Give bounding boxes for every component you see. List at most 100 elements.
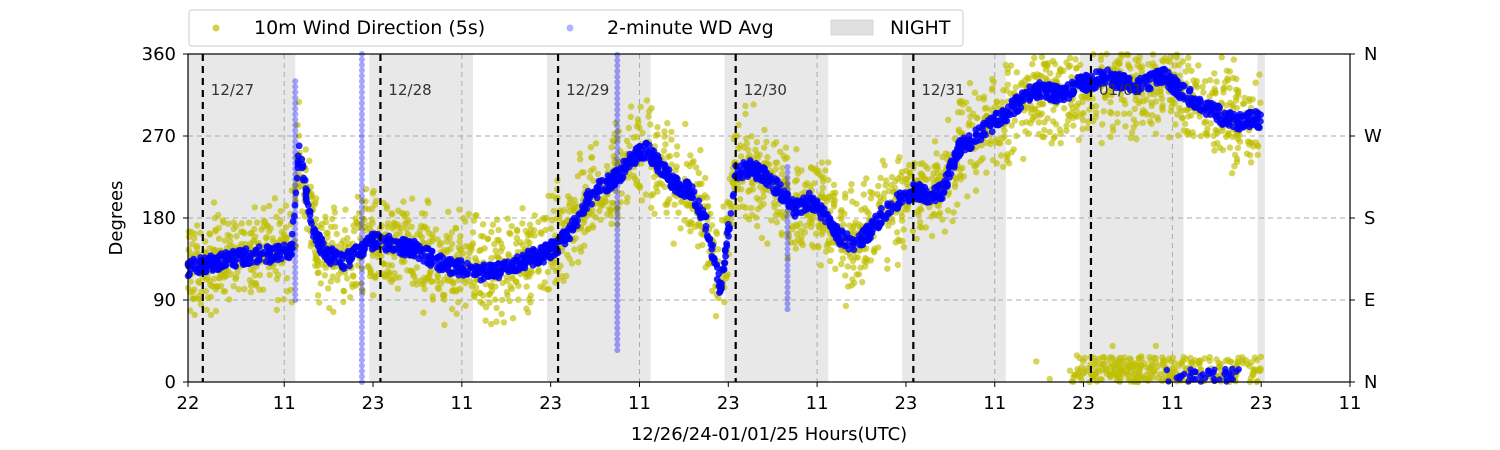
point-5s xyxy=(578,169,585,176)
point-5s xyxy=(743,135,750,142)
spike-point-0 xyxy=(358,187,365,194)
spike-point-2 xyxy=(784,169,791,176)
spike-point-1 xyxy=(614,194,621,200)
point-5s xyxy=(1213,78,1220,85)
point-2min xyxy=(1065,90,1072,98)
point-5s xyxy=(333,230,340,238)
point-5s xyxy=(291,195,299,202)
point-5s xyxy=(1048,140,1055,147)
point-5s xyxy=(639,129,646,137)
spike-point-0 xyxy=(358,143,365,150)
point-5s xyxy=(448,305,456,313)
point-5s xyxy=(738,153,745,160)
point-2min xyxy=(688,183,696,191)
point-5s xyxy=(660,147,668,154)
point-2min-wrap xyxy=(1221,370,1228,378)
point-5s xyxy=(568,260,576,267)
point-2min xyxy=(1212,112,1219,120)
point-5s xyxy=(471,293,478,301)
point-5s xyxy=(401,213,408,220)
point-5s xyxy=(445,208,452,215)
point-5s xyxy=(754,222,761,230)
point-2min xyxy=(548,238,556,246)
point-5s xyxy=(471,289,478,296)
point-5s xyxy=(547,225,555,232)
point-2min xyxy=(310,225,318,233)
point-2min xyxy=(644,149,652,156)
spike-point-1 xyxy=(614,308,621,315)
point-5s xyxy=(756,183,764,191)
point-2min xyxy=(1129,84,1136,91)
point-5s xyxy=(614,213,621,220)
point-5s xyxy=(230,283,237,290)
point-5s xyxy=(850,228,858,236)
point-5s xyxy=(807,223,815,231)
point-2min xyxy=(368,245,376,253)
spike-point-1 xyxy=(614,319,621,326)
point-2min xyxy=(1191,102,1199,109)
point-5s xyxy=(312,216,320,223)
point-5s xyxy=(928,175,936,182)
point-2min xyxy=(777,188,785,196)
point-5s xyxy=(1080,109,1087,117)
point-5s xyxy=(193,245,201,252)
spike-point-1 xyxy=(614,215,621,222)
point-2min xyxy=(217,264,225,271)
point-5s xyxy=(457,232,464,240)
point-5s xyxy=(930,170,937,177)
point-2min xyxy=(490,261,498,269)
point-5s xyxy=(273,275,281,283)
point-5s xyxy=(623,137,631,144)
point-5s-wrap xyxy=(1250,371,1257,378)
point-5s xyxy=(784,254,792,261)
spike-point-0 xyxy=(358,269,365,276)
spike-point-2 xyxy=(784,295,791,302)
spike-point-0 xyxy=(358,67,365,74)
point-5s xyxy=(1192,80,1199,88)
point-5s xyxy=(1175,132,1182,139)
point-5s xyxy=(1185,62,1192,70)
point-5s xyxy=(916,219,924,226)
point-5s xyxy=(280,296,287,303)
point-5s xyxy=(914,208,921,215)
spike-point-1 xyxy=(614,248,621,255)
point-5s xyxy=(1107,98,1114,106)
point-5s xyxy=(329,215,336,223)
point-2min xyxy=(650,147,658,155)
point-2min xyxy=(972,126,980,134)
point-5s xyxy=(316,299,323,306)
point-5s xyxy=(388,210,395,217)
point-2min xyxy=(402,236,409,244)
point-2min xyxy=(365,240,373,248)
point-2min xyxy=(331,253,339,261)
point-5s xyxy=(575,259,582,266)
point-5s xyxy=(1138,63,1146,70)
point-5s xyxy=(473,257,480,265)
point-5s xyxy=(668,136,675,143)
point-2min xyxy=(762,169,770,177)
point-2min xyxy=(723,240,730,248)
spike-point-1 xyxy=(614,226,621,233)
point-5s xyxy=(842,194,849,201)
point-5s xyxy=(855,271,863,278)
point-5s xyxy=(269,238,277,245)
point-5s xyxy=(462,279,469,287)
point-5s xyxy=(322,213,329,220)
point-5s xyxy=(260,205,267,212)
point-5s xyxy=(610,200,617,207)
point-2min xyxy=(1000,111,1008,119)
point-5s xyxy=(362,198,369,205)
point-5s xyxy=(527,292,534,299)
point-2min xyxy=(352,243,360,251)
spike-point-0 xyxy=(358,275,365,282)
point-5s xyxy=(1099,121,1106,128)
point-2min xyxy=(412,246,420,254)
point-5s xyxy=(456,206,463,213)
point-5s xyxy=(671,201,678,208)
point-5s xyxy=(945,189,953,196)
point-5s xyxy=(488,255,495,262)
point-5s xyxy=(418,281,426,288)
point-2min xyxy=(830,221,838,229)
point-5s xyxy=(358,265,366,273)
spike-point-0 xyxy=(358,307,365,314)
